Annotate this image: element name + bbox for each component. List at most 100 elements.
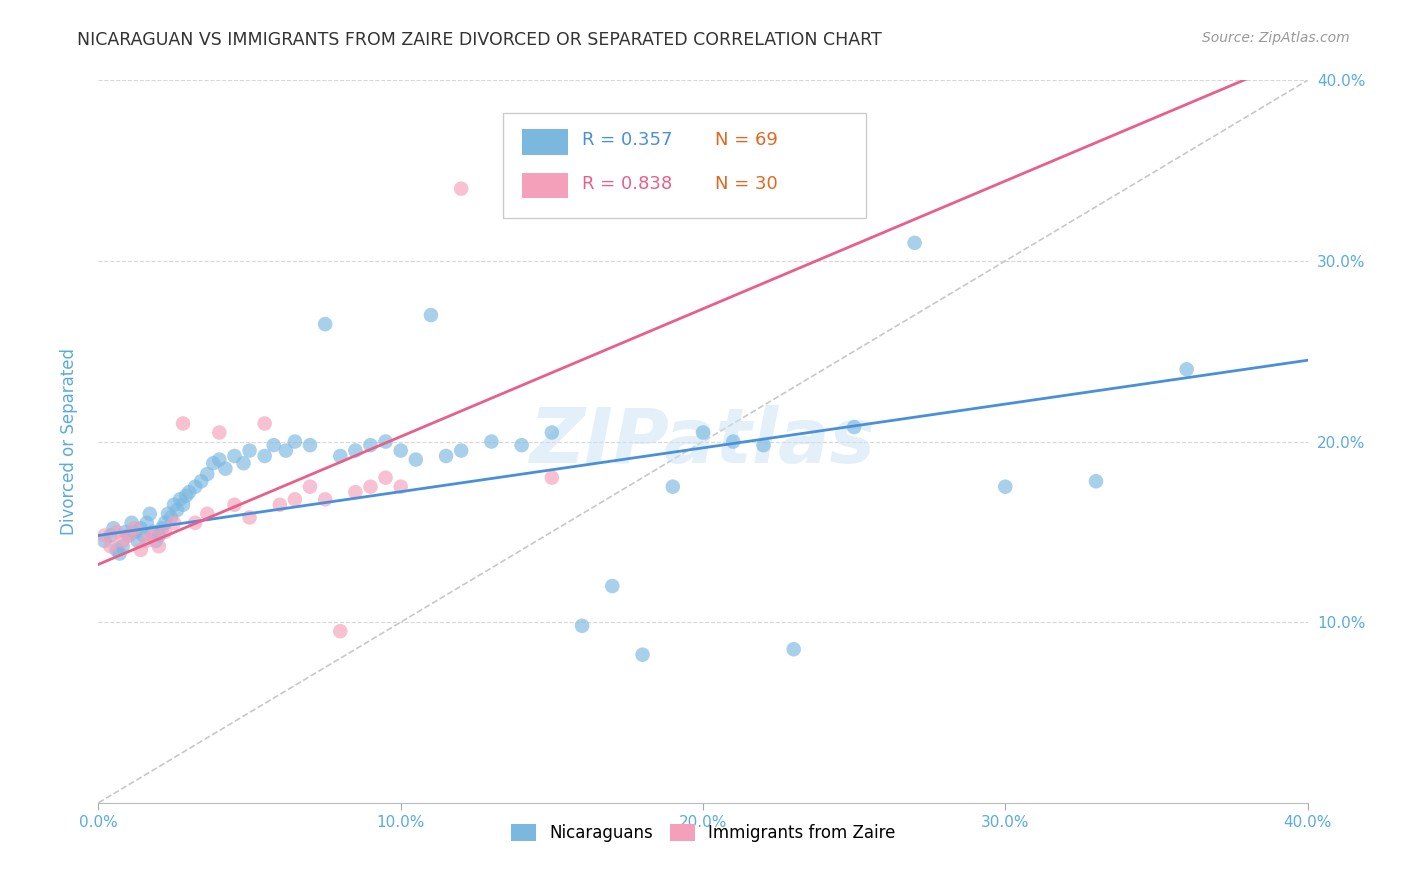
Point [904, 235, 927, 250]
Point [184, 516, 207, 530]
Point [124, 521, 146, 535]
Point [783, 642, 806, 657]
Point [145, 533, 167, 548]
Point [360, 480, 382, 494]
Point [571, 619, 593, 633]
Point [1175, 362, 1198, 376]
Text: R = 0.357: R = 0.357 [582, 131, 672, 149]
Point [118, 528, 141, 542]
Point [374, 434, 396, 449]
Point [179, 485, 201, 500]
Point [103, 521, 125, 535]
Point [142, 524, 165, 539]
Point [169, 492, 191, 507]
FancyBboxPatch shape [503, 112, 866, 218]
Point [510, 438, 533, 452]
Point [450, 182, 472, 196]
Point [148, 528, 170, 542]
Point [389, 480, 412, 494]
Point [602, 579, 624, 593]
Point [232, 456, 254, 470]
Point [135, 516, 157, 530]
Point [129, 521, 152, 535]
Text: NICARAGUAN VS IMMIGRANTS FROM ZAIRE DIVORCED OR SEPARATED CORRELATION CHART: NICARAGUAN VS IMMIGRANTS FROM ZAIRE DIVO… [77, 31, 882, 49]
Point [253, 417, 276, 431]
Point [105, 524, 128, 539]
FancyBboxPatch shape [522, 129, 568, 154]
Point [163, 498, 186, 512]
Point [195, 467, 218, 481]
Point [163, 516, 186, 530]
Point [156, 507, 179, 521]
Point [160, 510, 183, 524]
Point [111, 539, 134, 553]
Point [450, 443, 472, 458]
Point [329, 449, 352, 463]
FancyBboxPatch shape [522, 173, 568, 198]
Point [105, 542, 128, 557]
Point [540, 425, 562, 440]
Point [190, 475, 212, 489]
Point [93, 528, 115, 542]
Point [344, 485, 367, 500]
Point [239, 510, 262, 524]
Point [661, 480, 683, 494]
Text: R = 0.838: R = 0.838 [582, 175, 672, 193]
Point [214, 461, 236, 475]
Point [224, 498, 246, 512]
Point [184, 480, 207, 494]
Point [208, 452, 231, 467]
Point [129, 542, 152, 557]
Point [1085, 475, 1108, 489]
Point [314, 492, 336, 507]
Point [263, 438, 285, 452]
Point [195, 507, 218, 521]
Point [121, 516, 143, 530]
Point [172, 498, 194, 512]
Point [631, 648, 654, 662]
Point [344, 443, 367, 458]
Point [481, 434, 503, 449]
Point [132, 528, 155, 542]
Point [108, 547, 131, 561]
Point [150, 521, 173, 535]
Y-axis label: Divorced or Separated: Divorced or Separated [59, 348, 77, 535]
Point [299, 480, 322, 494]
Point [153, 516, 176, 530]
Point [135, 533, 157, 548]
Point [389, 443, 412, 458]
Point [374, 471, 396, 485]
Point [329, 624, 352, 639]
Point [844, 420, 866, 434]
Point [127, 533, 149, 548]
Text: ZIPatlas: ZIPatlas [530, 405, 876, 478]
Point [420, 308, 443, 322]
Point [299, 438, 322, 452]
Point [174, 489, 197, 503]
Point [202, 456, 225, 470]
Point [752, 438, 775, 452]
Point [314, 317, 336, 331]
Text: N = 30: N = 30 [716, 175, 778, 193]
Point [148, 539, 170, 553]
Text: Source: ZipAtlas.com: Source: ZipAtlas.com [1202, 31, 1350, 45]
Point [93, 533, 115, 548]
Point [100, 528, 122, 542]
Point [434, 449, 457, 463]
Point [253, 449, 276, 463]
Point [100, 539, 122, 553]
Point [224, 449, 246, 463]
Point [994, 480, 1017, 494]
Point [111, 533, 134, 548]
Point [692, 425, 714, 440]
Point [118, 528, 141, 542]
Point [540, 471, 562, 485]
Point [284, 434, 307, 449]
Point [284, 492, 307, 507]
Point [142, 528, 165, 542]
Point [124, 524, 146, 539]
Text: N = 69: N = 69 [716, 131, 778, 149]
Point [166, 503, 188, 517]
Point [405, 452, 427, 467]
Legend: Nicaraguans, Immigrants from Zaire: Nicaraguans, Immigrants from Zaire [505, 817, 901, 848]
